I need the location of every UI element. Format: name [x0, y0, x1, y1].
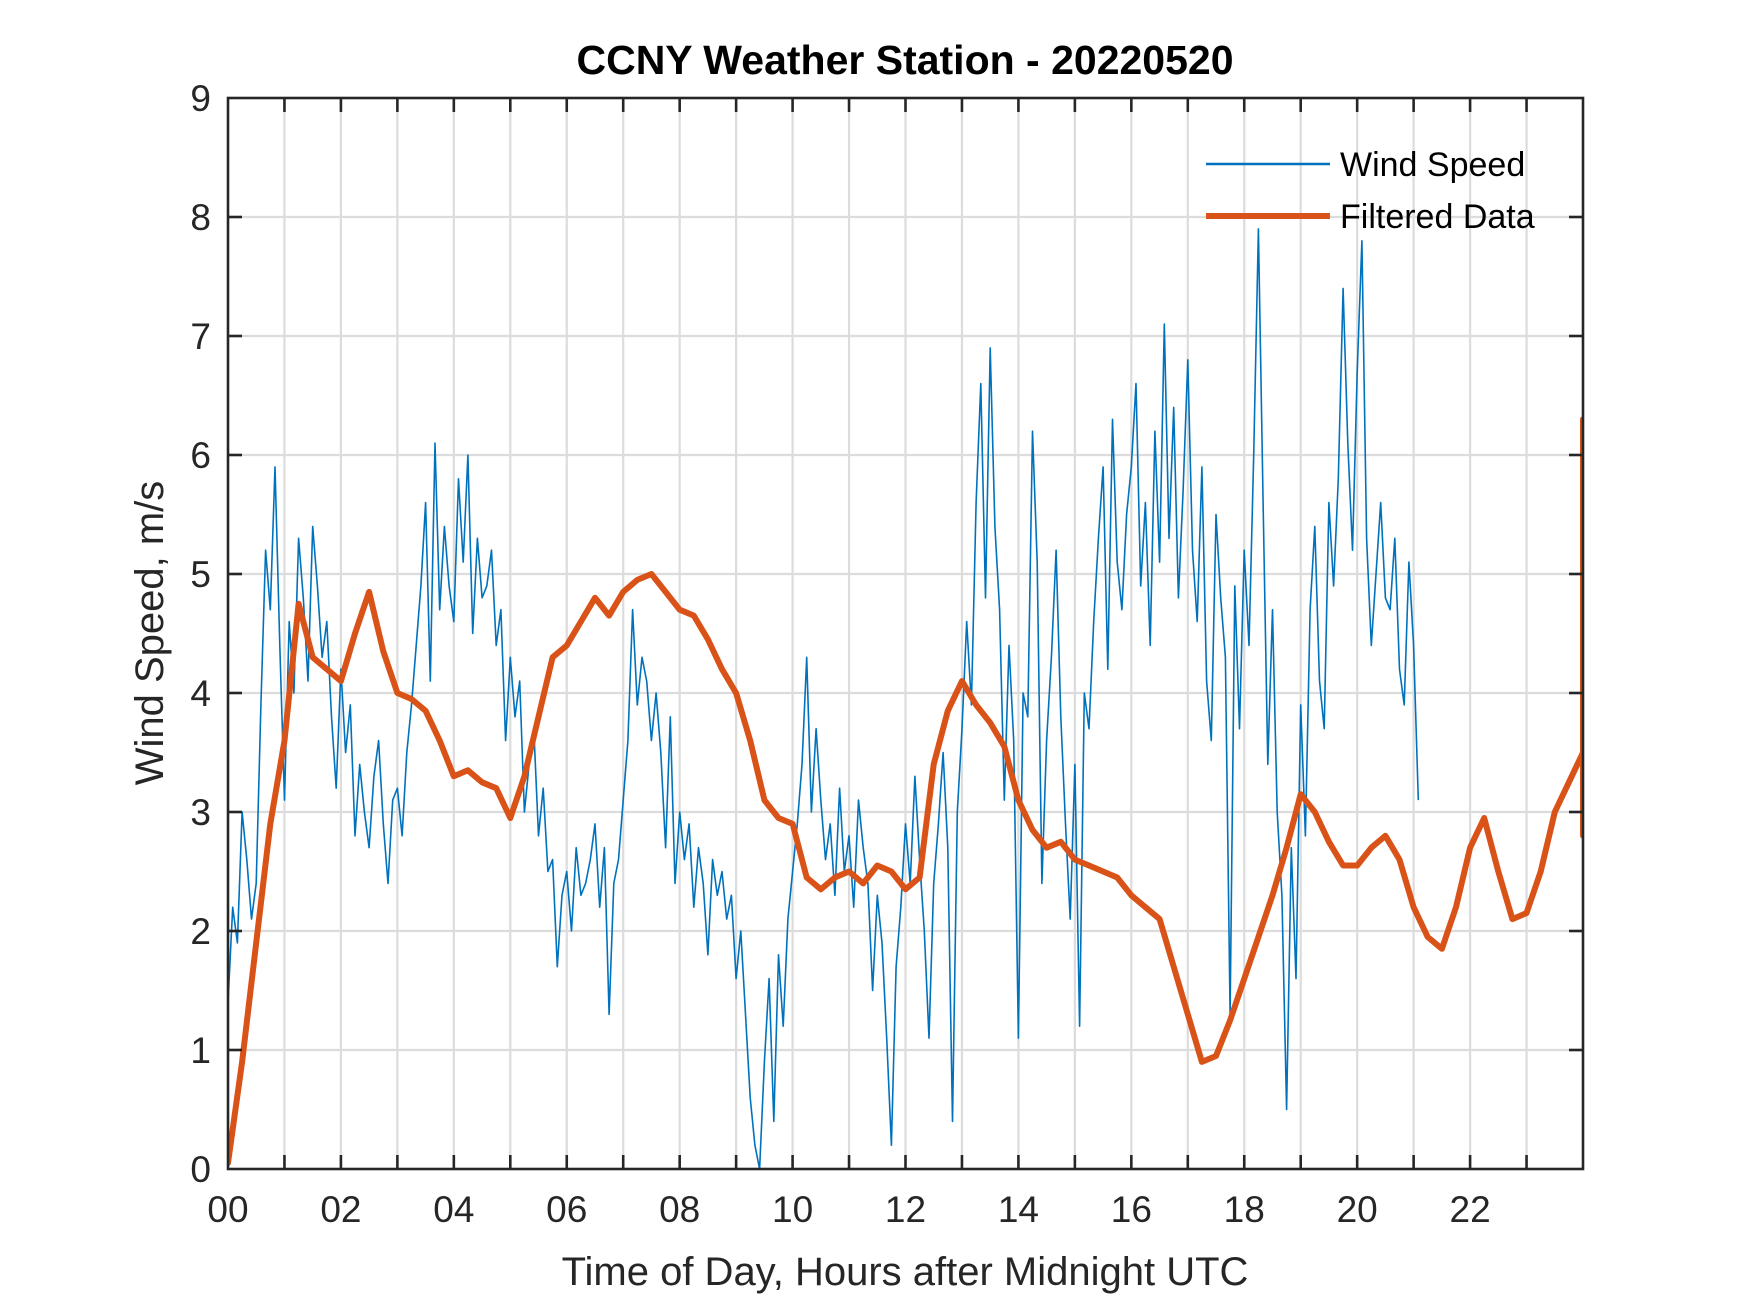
y-tick-label: 3 [190, 792, 211, 833]
legend-label-filtered-data: Filtered Data [1340, 198, 1535, 236]
x-tick-label: 22 [1450, 1189, 1491, 1230]
y-tick-label: 5 [190, 554, 211, 595]
x-tick-label: 10 [772, 1189, 813, 1230]
x-tick-label: 16 [1111, 1189, 1152, 1230]
y-tick-label: 2 [190, 911, 211, 952]
x-tick-label: 18 [1224, 1189, 1265, 1230]
tick-marks [228, 98, 1583, 1169]
y-tick-label: 9 [190, 78, 211, 119]
y-axis-label: Wind Speed, m/s [128, 481, 172, 786]
series-line-filtered-data [228, 416, 1583, 1166]
y-tick-label: 4 [190, 673, 211, 714]
y-tick-label: 0 [190, 1149, 211, 1190]
x-axis-label: Time of Day, Hours after Midnight UTC [562, 1250, 1249, 1294]
x-tick-label: 04 [433, 1189, 474, 1230]
y-tick-label: 7 [190, 316, 211, 357]
y-tick-label: 8 [190, 197, 211, 238]
y-tick-label: 1 [190, 1030, 211, 1071]
series-line-wind-speed [228, 228, 1420, 1169]
gridlines [228, 98, 1583, 1169]
x-tick-label: 00 [207, 1189, 248, 1230]
legend-label-wind-speed: Wind Speed [1340, 146, 1525, 184]
x-tick-label: 06 [546, 1189, 587, 1230]
x-tick-label: 12 [885, 1189, 926, 1230]
x-tick-label: 08 [659, 1189, 700, 1230]
chart-title: CCNY Weather Station - 20220520 [576, 37, 1233, 83]
legend: Wind Speed Filtered Data [1206, 146, 1535, 236]
x-tick-label: 14 [998, 1189, 1039, 1230]
x-tick-label: 20 [1337, 1189, 1378, 1230]
y-tick-label: 6 [190, 435, 211, 476]
x-tick-label: 02 [320, 1189, 361, 1230]
